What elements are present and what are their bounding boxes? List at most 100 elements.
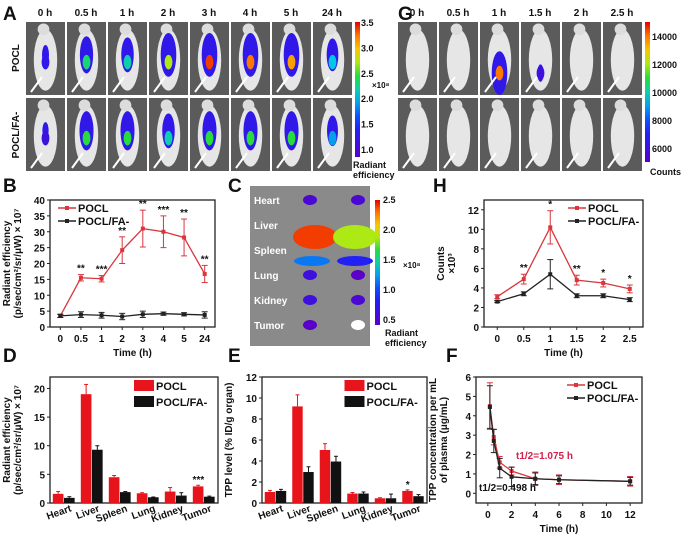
mouse-image-pocl-fa [67, 98, 106, 171]
data-point [497, 466, 502, 471]
x-tick-label: 2.5 [623, 334, 637, 345]
legend-label: POCL/FA- [587, 393, 639, 405]
panel-label-E: E [228, 346, 241, 367]
x-tick-label: 2 [119, 334, 125, 345]
bar-pocl-fa [385, 498, 397, 503]
fluorescence-hotspot [123, 54, 132, 70]
significance-marker: ** [573, 264, 581, 275]
arrow-icon [30, 76, 43, 93]
arrow-icon [607, 152, 620, 169]
x-tick-label: 1.5 [570, 334, 584, 345]
data-point [182, 235, 187, 240]
series-line-pocl [496, 225, 630, 298]
mouse-image-pocl [398, 22, 437, 95]
fluorescence-hotspot [123, 130, 132, 146]
arrow-icon [112, 152, 125, 169]
panel-label-C: C [228, 176, 242, 197]
y-tick-label: 2 [473, 303, 479, 314]
arrow-icon [276, 152, 289, 169]
x-tick-label: Spleen [94, 503, 129, 525]
x-tick-label: 4 [533, 510, 539, 521]
significance-marker: ** [520, 263, 528, 274]
significance-marker: ** [180, 208, 188, 219]
panel-label-F: F [446, 346, 458, 367]
data-point [533, 476, 538, 481]
y-tick-label: 15 [34, 275, 46, 286]
organ-pocl [293, 225, 337, 249]
y-tick-label: 10 [34, 291, 46, 302]
arrow-icon [30, 152, 43, 169]
y-axis-label: (p/sec/cm²/sr/μW) × 10⁷ [13, 385, 24, 495]
data-point [628, 479, 633, 484]
y-tick-label: 1 [465, 470, 471, 481]
mouse-head [491, 23, 504, 36]
data-point [627, 297, 632, 302]
x-tick-label: Heart [257, 503, 285, 522]
y-tick-label: 4 [251, 457, 257, 468]
time-label: 1.5 h [529, 8, 552, 19]
data-point [548, 272, 553, 277]
bar-pocl-fa [176, 495, 187, 503]
fluorescence-hotspot [536, 65, 545, 81]
organ-pocl [303, 320, 317, 330]
x-axis-label: Time (h) [113, 348, 152, 359]
data-point [601, 281, 606, 286]
arrow-icon [484, 152, 497, 169]
time-label: 0.5 h [75, 8, 98, 19]
colorbar-c-tick: 1.0 [383, 285, 396, 295]
colorbar-g-tick: 12000 [652, 60, 677, 70]
data-point [99, 276, 104, 281]
y-axis-label: ×10³ [447, 253, 458, 274]
mouse-head [242, 99, 255, 112]
mouse-image-pocl-fa [521, 98, 560, 171]
mouse-body [446, 105, 471, 167]
significance-marker: ** [77, 264, 85, 275]
mouse-body [610, 105, 635, 167]
colorbar-a-tick: 3.5 [361, 18, 374, 28]
x-tick-label: Tumor [181, 503, 213, 524]
arrow-icon [112, 76, 125, 93]
arrow-icon [566, 76, 579, 93]
mouse-body [569, 105, 594, 167]
series-line-pocl [59, 227, 206, 317]
colorbar-g-tick: 8000 [652, 116, 672, 126]
arrow-icon [153, 152, 166, 169]
data-point [182, 312, 187, 317]
mouse-image-pocl-fa [272, 98, 311, 171]
colorbar-c-tick: 2.5 [383, 195, 396, 205]
organ-label: Heart [254, 196, 280, 207]
arrow-icon [153, 76, 166, 93]
fluorescence-signal [283, 32, 300, 77]
data-point [487, 405, 492, 410]
y-tick-label: 10 [246, 394, 258, 405]
mouse-head [78, 23, 91, 36]
bar-pocl-fa [303, 472, 314, 503]
mouse-image-pocl-fa [439, 98, 478, 171]
data-point [491, 438, 496, 443]
time-label: 5 h [284, 8, 298, 19]
y-tick-label: 5 [39, 470, 45, 481]
organ-pocl [303, 195, 317, 205]
series-line-pocl-fa [497, 273, 630, 303]
data-point [521, 291, 526, 296]
data-point [78, 312, 83, 317]
time-label: 0 h [38, 8, 52, 19]
significance-marker: *** [193, 475, 205, 486]
time-label: 2 h [574, 8, 588, 19]
organ-image-background [250, 186, 370, 346]
arrow-icon [71, 76, 84, 93]
bar-pocl-fa [330, 461, 342, 503]
mouse-image-pocl [108, 22, 147, 95]
time-label: 1 h [120, 8, 134, 19]
mouse-head [450, 99, 463, 112]
arrow-icon [607, 76, 620, 93]
legend-label: POCL/FA- [588, 216, 640, 228]
mouse-image-pocl-fa [190, 98, 229, 171]
y-tick-label: 8 [251, 415, 257, 426]
arrow-icon [317, 152, 330, 169]
bar-pocl [374, 498, 386, 503]
data-point [202, 312, 207, 317]
arrow-icon [276, 76, 289, 93]
bar-pocl-fa [204, 496, 215, 503]
